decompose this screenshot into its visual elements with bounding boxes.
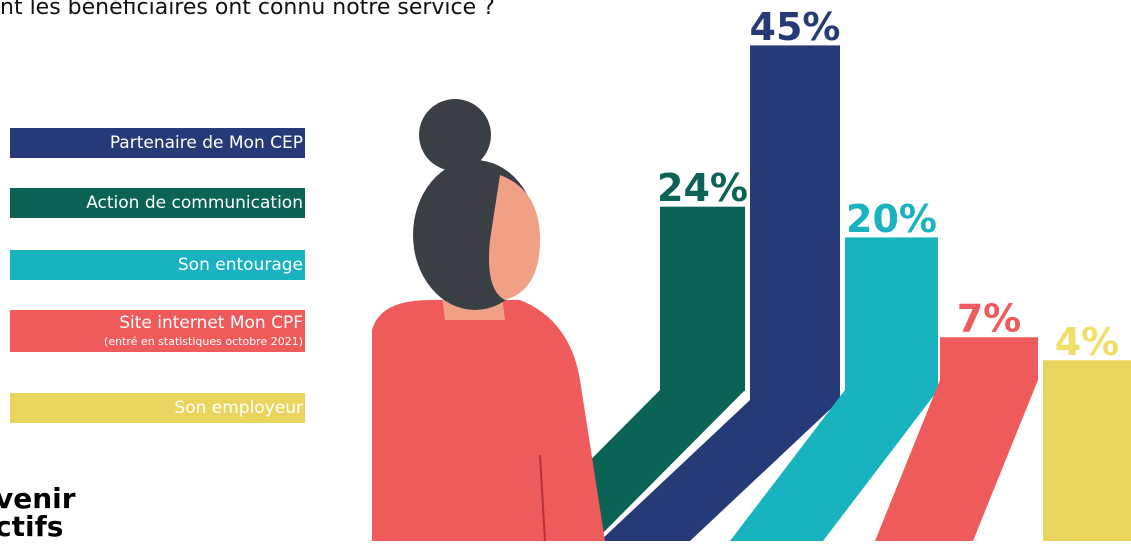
bar	[1043, 360, 1131, 542]
bar-stripe	[875, 380, 1038, 541]
bar	[845, 237, 938, 391]
legend-label: Son employeur	[174, 398, 303, 418]
woman-body	[372, 300, 605, 541]
woman-fold	[539, 454, 546, 542]
logo-text: venir	[0, 482, 76, 515]
bar-stripe	[600, 400, 840, 541]
legend: Partenaire de Mon CEP Action de communica…	[10, 128, 305, 423]
bars: 45% 24% 20% 7% 4%	[510, 5, 1131, 542]
value-label: 4%	[1055, 320, 1120, 364]
chart-title: nt les bénéficiaires ont connu notre ser…	[0, 0, 495, 20]
value-label: 20%	[846, 197, 937, 241]
legend-swatch	[10, 310, 305, 352]
woman-illustration	[372, 99, 605, 542]
value-label: 45%	[750, 5, 841, 49]
bar	[660, 206, 745, 391]
woman-face	[489, 175, 540, 300]
legend-swatch	[10, 128, 305, 158]
legend-swatch	[10, 188, 305, 218]
logo-text: ctifs	[0, 510, 63, 541]
legend-note: (entré en statistiques octobre 2021)	[104, 335, 303, 348]
bar	[940, 337, 1038, 381]
value-label: 7%	[957, 297, 1022, 341]
legend-label: Action de communication	[86, 193, 303, 213]
value-label: 24%	[657, 166, 748, 210]
legend-label: Site internet Mon CPF	[119, 313, 303, 333]
bar-stripe	[730, 390, 938, 541]
woman-bun	[419, 99, 491, 171]
bar	[750, 45, 840, 402]
legend-swatch	[10, 250, 305, 280]
legend-label: Son entourage	[178, 255, 303, 275]
legend-label: Partenaire de Mon CEP	[110, 133, 303, 153]
legend-swatch	[10, 393, 305, 423]
